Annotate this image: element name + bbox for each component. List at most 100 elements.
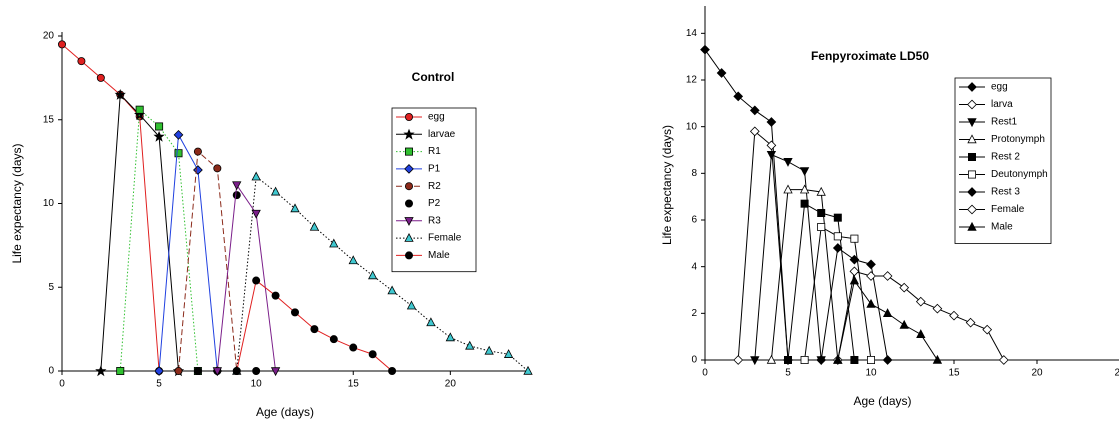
- legend-label: Male: [428, 250, 450, 261]
- legend-label: larvae: [428, 129, 456, 140]
- marker: [932, 354, 943, 364]
- marker: [232, 181, 242, 191]
- marker: [404, 147, 413, 156]
- legend-label: egg: [991, 82, 1008, 93]
- y-tick-label: 8: [691, 168, 697, 179]
- marker: [800, 199, 809, 208]
- marker: [799, 184, 810, 194]
- chart-title: Control: [412, 70, 455, 84]
- marker: [404, 232, 414, 242]
- series-line: [100, 93, 179, 372]
- marker: [833, 213, 842, 222]
- marker: [77, 57, 86, 66]
- series-line: [837, 270, 1005, 361]
- marker: [982, 324, 993, 335]
- legend-label: Male: [991, 222, 1013, 233]
- marker: [749, 105, 760, 116]
- marker: [967, 99, 977, 110]
- marker: [967, 204, 977, 215]
- legend-label: P2: [428, 198, 441, 209]
- marker: [232, 191, 241, 200]
- marker: [866, 259, 876, 270]
- marker: [310, 325, 319, 334]
- marker: [817, 222, 826, 231]
- legend-box: [391, 107, 477, 273]
- marker: [523, 365, 533, 375]
- marker: [329, 238, 339, 248]
- series-line: [737, 130, 789, 361]
- series-line: [61, 43, 160, 372]
- marker: [484, 345, 494, 355]
- marker: [916, 329, 926, 339]
- marker: [465, 340, 475, 350]
- marker: [387, 285, 397, 295]
- legend-label: Rest1: [991, 117, 1018, 128]
- x-tick-label: 15: [948, 368, 960, 379]
- series-line: [704, 49, 789, 361]
- x-axis-label: Age (days): [256, 405, 314, 419]
- legend-label: R3: [428, 215, 441, 226]
- marker: [932, 303, 943, 314]
- marker: [816, 186, 826, 196]
- marker: [799, 167, 810, 177]
- marker: [503, 349, 514, 358]
- marker: [967, 82, 977, 92]
- marker: [998, 355, 1009, 365]
- marker: [174, 366, 183, 375]
- legend-label: Deutonymph: [991, 169, 1048, 180]
- marker: [135, 105, 144, 114]
- marker: [153, 130, 165, 142]
- marker: [348, 255, 358, 265]
- series-line: [820, 247, 889, 361]
- marker: [766, 354, 777, 364]
- marker: [116, 366, 125, 375]
- series-line: [178, 150, 238, 372]
- legend-label: Female: [991, 204, 1025, 215]
- legend-label: Rest 2: [991, 152, 1020, 163]
- marker: [833, 232, 842, 241]
- x-tick-label: 20: [1031, 368, 1043, 379]
- marker: [882, 271, 893, 281]
- y-tick-label: 20: [43, 31, 55, 42]
- marker: [968, 152, 977, 161]
- y-tick-label: 2: [691, 308, 697, 319]
- marker: [404, 164, 414, 174]
- marker: [800, 355, 809, 364]
- legend-label: egg: [428, 112, 445, 123]
- marker: [783, 184, 793, 194]
- x-axis-label: Age (days): [853, 394, 911, 408]
- marker: [899, 319, 909, 329]
- x-tick-label: 0: [702, 368, 708, 379]
- marker: [290, 308, 299, 317]
- series-line: [158, 133, 218, 372]
- marker: [193, 147, 202, 156]
- marker: [251, 209, 261, 219]
- marker: [154, 366, 164, 376]
- marker: [95, 365, 107, 377]
- legend-label: R1: [428, 146, 441, 157]
- marker: [849, 266, 860, 277]
- marker: [193, 366, 202, 375]
- marker: [212, 367, 222, 377]
- marker: [832, 243, 843, 253]
- marker: [404, 113, 413, 122]
- marker: [783, 157, 793, 167]
- marker: [866, 298, 876, 308]
- marker: [309, 221, 320, 231]
- marker: [850, 234, 859, 243]
- x-tick-label: 20: [445, 379, 457, 390]
- marker: [849, 254, 860, 265]
- marker: [174, 149, 183, 158]
- marker: [426, 317, 436, 327]
- marker: [96, 73, 105, 82]
- y-axis-label: Life expectancy (days): [660, 125, 674, 245]
- legend-label: Rest 3: [991, 187, 1020, 198]
- marker: [817, 208, 826, 217]
- x-tick-label: 5: [156, 379, 162, 390]
- series-line: [216, 183, 277, 372]
- marker: [749, 126, 760, 137]
- marker: [329, 335, 338, 344]
- x-tick-label: 25: [1114, 368, 1119, 379]
- marker: [899, 282, 910, 293]
